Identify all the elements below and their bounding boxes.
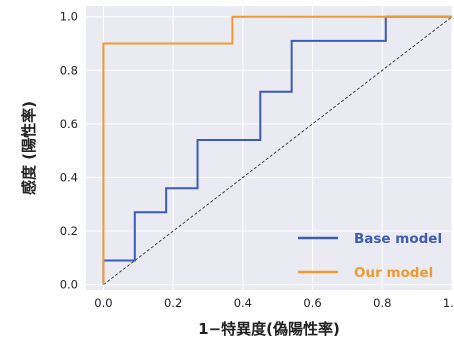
y-tick-label-1: 0.2: [60, 224, 78, 238]
y-tick-label-4: 0.8: [60, 63, 78, 77]
x-tick-label-4: 0.8: [373, 296, 391, 310]
x-tick-label-2: 0.4: [234, 296, 252, 310]
plot-background: [86, 6, 452, 290]
legend: Base model Our model: [298, 231, 442, 281]
x-tick-label-5: 1.0: [443, 296, 454, 310]
diagonal-reference-line: [103, 16, 453, 285]
y-tick-label-3: 0.6: [60, 117, 78, 131]
x-axis-label: 1−特異度(偽陽性率): [198, 320, 340, 338]
x-tick-label-3: 0.6: [303, 296, 321, 310]
y-axis-label: 感度 (陽性率): [20, 101, 38, 195]
y-tick-label-2: 0.4: [60, 170, 78, 184]
diagonal-reference: [103, 16, 453, 285]
x-tick-label-1: 0.2: [164, 296, 182, 310]
y-tick-label-5: 1.0: [60, 10, 78, 24]
y-tick-label-0: 0.0: [60, 278, 78, 292]
series-line-base-model: [102, 15, 452, 285]
series-lines: [102, 15, 452, 285]
x-tick-labels: 0.0 0.2 0.4 0.6 0.8 1.0: [94, 296, 454, 310]
legend-label-0: Base model: [354, 231, 442, 247]
x-tick-label-0: 0.0: [94, 296, 112, 310]
grid-lines: [86, 6, 453, 290]
legend-label-1: Our model: [354, 265, 433, 281]
y-tick-labels: 0.0 0.2 0.4 0.6 0.8 1.0: [60, 10, 78, 292]
series-line-our-model: [102, 15, 452, 285]
